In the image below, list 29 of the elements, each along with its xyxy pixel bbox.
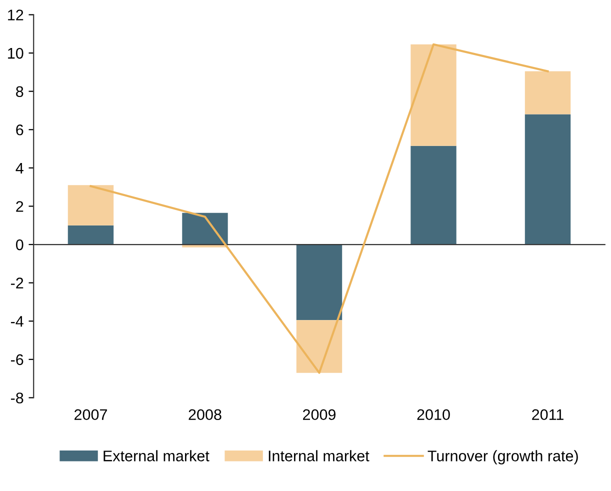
y-tick-label: -6 [10,354,24,366]
legend-label: Internal market [268,450,370,462]
bar [524,114,571,245]
bar [68,225,114,245]
bar [410,146,456,245]
bar [524,71,571,114]
y-tick-label: 4 [16,162,24,174]
x-tick-label: 2007 [74,409,107,420]
bar [296,320,342,373]
x-tick-label: 2011 [532,409,564,420]
y-tick-label: 0 [16,239,24,250]
x-tick-label: 2008 [188,409,222,420]
x-tick-label: 2010 [417,409,450,420]
y-tick-label: -2 [10,278,24,288]
bar [68,185,114,226]
y-tick-label: -4 [10,316,24,327]
bar [410,44,456,146]
y-tick-label: 6 [16,124,24,136]
legend-label: Turnover (growth rate) [428,450,578,464]
bar [182,212,228,245]
y-tick-label: -8 [10,392,24,404]
x-tick-label: 2009 [303,409,336,420]
y-tick-label: 10 [8,48,24,59]
y-tick-label: 8 [16,86,24,98]
y-tick-label: 12 [8,10,24,20]
line-series [90,43,549,374]
legend-label: External market [104,450,210,462]
y-tick-label: 2 [16,201,24,212]
bar [296,244,342,320]
